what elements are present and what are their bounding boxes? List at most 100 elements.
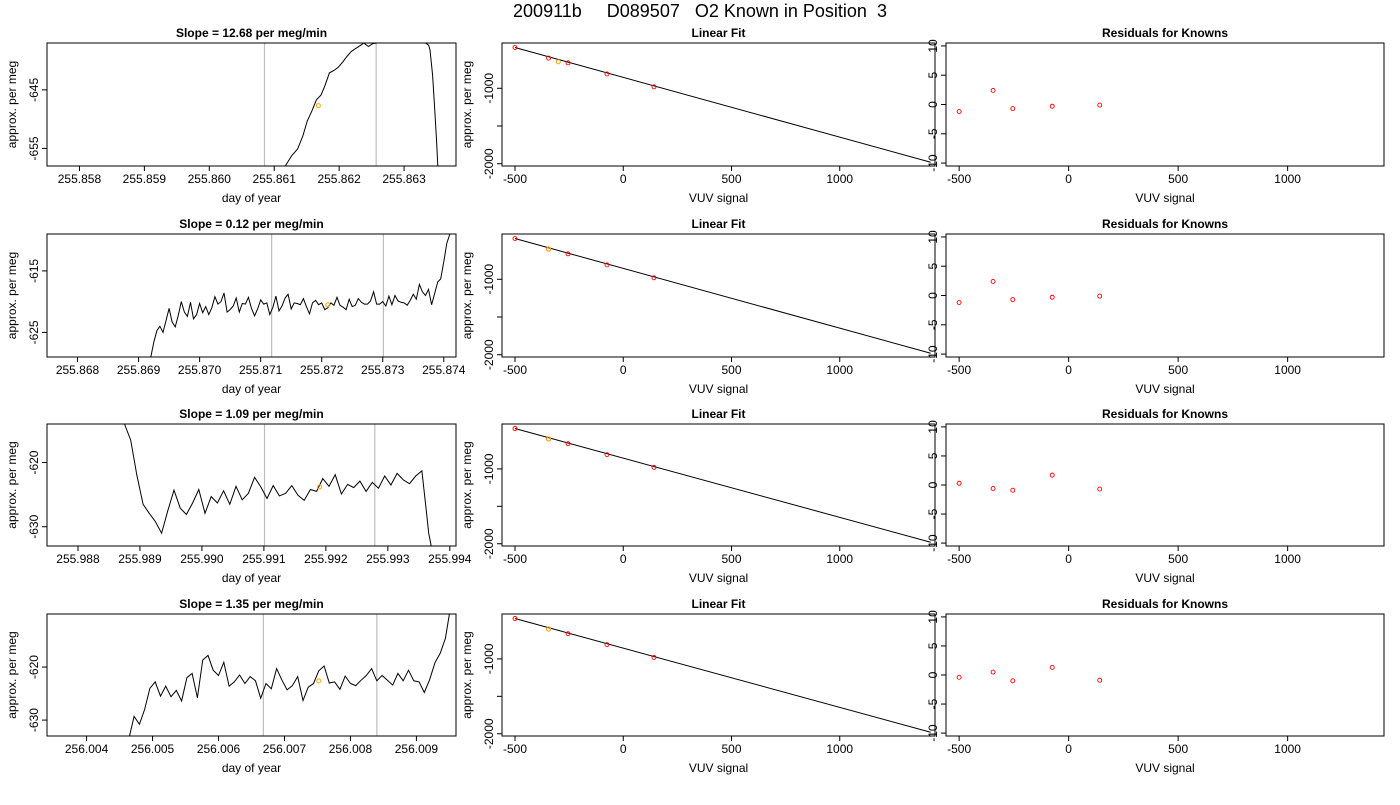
y-axis-label: approx. per meg [460,61,474,148]
y-tick-label: -1000 [482,264,496,295]
plot-frame [945,233,1385,358]
x-tick-label: 1000 [1274,552,1301,566]
data-point [990,278,996,284]
x-tick-label: 500 [721,552,741,566]
y-tick-label: -5 [926,508,940,519]
x-tick-label: 255.873 [361,363,405,377]
x-tick-label: -500 [503,552,527,566]
x-tick-label: 0 [1065,552,1072,566]
x-tick-label: 255.989 [118,552,162,566]
x-tick-label: 255.858 [58,172,102,186]
plot-frame [945,423,1385,547]
data-point [651,84,657,90]
data-trace [129,614,450,736]
x-tick-label: 1000 [1274,172,1301,186]
data-point [512,236,518,241]
x-axis-label: VUV signal [1135,382,1194,396]
y-tick-label: 5 [926,452,940,459]
x-tick-label: 0 [1065,363,1072,377]
panel-title: Residuals for Knowns [1102,26,1228,40]
y-tick-label: -620 [27,450,41,474]
figure-title: 200911b D089507 O2 Known in Position 3 [513,1,887,21]
panel-title: Linear Fit [691,217,745,231]
y-axis-label: approx. per meg [460,252,474,339]
plot-frame [501,42,936,167]
x-tick-label: 500 [721,363,741,377]
panel-title: Slope = 12.68 per meg/min [176,26,327,40]
x-tick-label: 255.860 [188,172,232,186]
y-tick-label: 0 [926,292,940,299]
plot-frame [46,613,457,737]
data-point [512,426,518,431]
x-tick-label: 255.870 [178,363,222,377]
x-tick-label: 1000 [826,363,853,377]
x-tick-label: 500 [1168,172,1188,186]
x-tick-label: 0 [620,363,627,377]
y-tick-label: -2000 [482,718,496,749]
data-trace [124,424,432,546]
data-point [956,109,962,114]
plot-frame [945,42,1385,167]
panel-title: Residuals for Knowns [1102,407,1228,421]
x-tick-label: -500 [947,552,971,566]
y-tick-label: 10 [926,420,940,434]
panel-title: Slope = 1.09 per meg/min [179,407,323,421]
y-tick-label: 5 [926,263,940,270]
x-axis-label: VUV signal [1135,571,1194,585]
x-tick-label: -500 [947,172,971,186]
plot-frame [46,233,457,358]
data-point [565,631,571,637]
y-tick-label: -645 [27,78,41,102]
x-tick-label: 500 [1168,552,1188,566]
x-tick-label: 255.988 [56,552,100,566]
y-tick-label: 0 [926,671,940,678]
x-tick-label: 255.992 [304,552,348,566]
y-tick-label: -1000 [482,73,496,104]
data-point [1097,102,1103,108]
highlight-point [316,678,322,684]
x-tick-label: 255.990 [180,552,224,566]
data-point [565,441,571,447]
y-tick-label: -5 [926,698,940,709]
x-tick-label: 255.871 [239,363,283,377]
x-axis-label: VUV signal [689,191,748,205]
highlight-point [315,103,321,109]
data-point [1010,297,1016,303]
y-tick-label: -2000 [482,528,496,559]
y-tick-label: -625 [27,320,41,344]
x-axis-label: VUV signal [1135,191,1194,205]
data-point [1097,486,1103,492]
plot-frame [501,613,936,737]
y-tick-label: -10 [926,724,940,742]
data-point [604,642,610,648]
x-tick-label: 0 [620,172,627,186]
fit-line [514,47,931,163]
x-tick-label: 500 [721,742,741,756]
y-tick-label: -630 [27,514,41,538]
plot-frame [46,423,457,547]
data-point [604,452,610,458]
panel-title: Linear Fit [691,26,745,40]
y-tick-label: 10 [926,39,940,53]
plot-frame [46,42,457,167]
y-tick-label: -620 [27,655,41,679]
x-tick-label: 255.991 [242,552,286,566]
data-point [990,669,996,675]
x-tick-label: 500 [1168,363,1188,377]
panel-title: Residuals for Knowns [1102,597,1228,611]
y-axis-label: approx. per meg [460,441,474,528]
x-axis-label: day of year [222,191,281,205]
data-point [565,251,571,257]
x-tick-label: 256.009 [395,742,439,756]
y-axis-label: approx. per meg [5,61,19,148]
data-point [956,674,962,680]
x-axis-label: day of year [222,571,281,585]
data-trace [150,234,451,357]
data-point [512,45,518,50]
y-tick-label: -630 [27,708,41,732]
x-tick-label: 256.007 [263,742,307,756]
x-tick-label: 256.005 [131,742,175,756]
y-tick-label: 5 [926,72,940,79]
